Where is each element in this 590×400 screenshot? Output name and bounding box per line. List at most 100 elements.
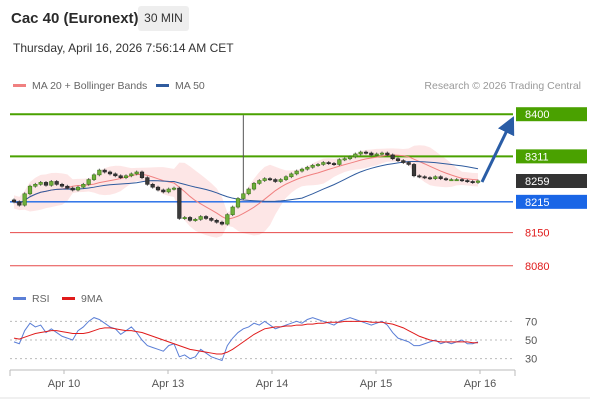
instrument-title: Cac 40 (Euronext) — [11, 10, 139, 27]
candle-body — [470, 181, 475, 183]
interval-button[interactable]: 30 MIN — [138, 6, 189, 31]
candle-body — [449, 179, 454, 182]
candle-body — [347, 156, 353, 160]
candle-body — [321, 162, 326, 165]
timestamp: Thursday, April 16, 2026 7:56:14 AM CET — [13, 41, 234, 55]
candle-body — [54, 181, 59, 185]
candle-body — [326, 162, 331, 165]
candle-body — [267, 178, 273, 181]
level-label-8215: 8215 — [525, 197, 549, 209]
candle-body — [203, 216, 209, 219]
candle-body — [33, 184, 38, 187]
candle-body — [166, 188, 171, 193]
candle-body — [161, 189, 166, 193]
candle-body — [465, 180, 470, 183]
candle-body — [155, 186, 161, 191]
x-tick-label: Apr 10 — [48, 378, 80, 390]
legend-rsi: RSI — [13, 293, 50, 305]
candle-body — [315, 164, 321, 166]
candle-body — [358, 151, 363, 155]
candle-body — [406, 162, 411, 165]
candle-body — [235, 198, 241, 208]
candle-body — [97, 169, 102, 176]
level-label-box-8311 — [516, 149, 587, 164]
legend-9ma-label: 9MA — [81, 293, 103, 305]
candle-body — [459, 179, 465, 182]
candle-body — [198, 216, 203, 220]
chart-header: Cac 40 (Euronext) 30 MIN — [0, 0, 590, 36]
candle-body — [70, 187, 75, 191]
candle-body — [150, 184, 155, 188]
ma50-line — [13, 160, 479, 205]
x-tick-label: Apr 15 — [360, 378, 392, 390]
rsi-ma-line — [13, 320, 478, 355]
candle-body — [390, 154, 395, 160]
legend-rsi-label: RSI — [32, 293, 50, 305]
forecast-arrow — [480, 116, 515, 183]
candle-body — [342, 158, 347, 161]
candlesticks — [11, 115, 481, 226]
level-label-box-8259 — [516, 174, 587, 188]
x-tick-label: Apr 13 — [152, 378, 184, 390]
candle-body — [283, 176, 289, 180]
candle-body — [289, 173, 294, 178]
legend-ma20-bollinger: MA 20 + Bollinger Bands — [13, 80, 147, 92]
candle-body — [379, 152, 385, 155]
candle-body — [278, 179, 283, 182]
level-label-8259: 8259 — [525, 176, 549, 188]
legend-ma50: MA 50 — [156, 80, 205, 92]
candle-body — [422, 176, 427, 179]
candle-body — [257, 180, 262, 184]
candle-body — [219, 221, 225, 225]
ma50-swatch — [156, 83, 169, 87]
candle-body — [454, 179, 459, 182]
rsi-swatch — [13, 296, 26, 300]
candle-body — [17, 201, 22, 206]
candle-body — [139, 171, 145, 178]
x-tick-label: Apr 14 — [256, 378, 288, 390]
candle-body — [59, 184, 65, 187]
price-level-labels: 8400 8311 8259 8215 8150 8080 — [516, 107, 587, 273]
candle-body — [187, 217, 193, 221]
ma20-swatch — [13, 83, 26, 87]
level-label-8150: 8150 — [525, 228, 549, 240]
candle-body — [171, 187, 177, 190]
candle-body — [305, 166, 310, 170]
legend-ma20-label: MA 20 + Bollinger Bands — [32, 80, 148, 92]
candle-body — [177, 187, 182, 219]
candle-body — [113, 173, 118, 177]
rsi-level-label-70: 70 — [525, 316, 537, 328]
ma20-line — [13, 154, 479, 220]
candle-body — [81, 184, 86, 188]
legend-9ma: 9MA — [62, 293, 103, 305]
candle-body — [411, 164, 417, 177]
candle-body — [401, 160, 406, 163]
candle-body — [225, 214, 230, 225]
candle-body — [374, 153, 379, 156]
candle-body — [273, 179, 278, 182]
candle-body — [385, 152, 390, 156]
candle-body — [353, 153, 358, 158]
candle-body — [193, 219, 198, 221]
candle-body — [246, 188, 251, 195]
candle-body — [294, 170, 299, 175]
candle-body — [22, 193, 27, 206]
candle-body — [337, 159, 342, 165]
candle-body — [75, 186, 81, 191]
candle-body — [299, 168, 305, 172]
legend-ma50-label: MA 50 — [175, 80, 205, 92]
candle-body — [475, 180, 481, 183]
candle-body — [230, 206, 235, 215]
level-label-8311: 8311 — [525, 151, 549, 163]
candle-body — [129, 173, 134, 177]
candle-body — [417, 175, 422, 178]
moving-averages — [13, 154, 479, 220]
ma9-swatch — [62, 296, 75, 300]
time-axis: Apr 10 Apr 13 Apr 14 Apr 15 Apr 16 — [0, 369, 590, 399]
level-label-8400: 8400 — [525, 109, 549, 121]
candle-body — [49, 181, 54, 186]
candle-body — [214, 220, 219, 223]
candle-body — [443, 178, 449, 181]
candle-body — [11, 199, 17, 203]
